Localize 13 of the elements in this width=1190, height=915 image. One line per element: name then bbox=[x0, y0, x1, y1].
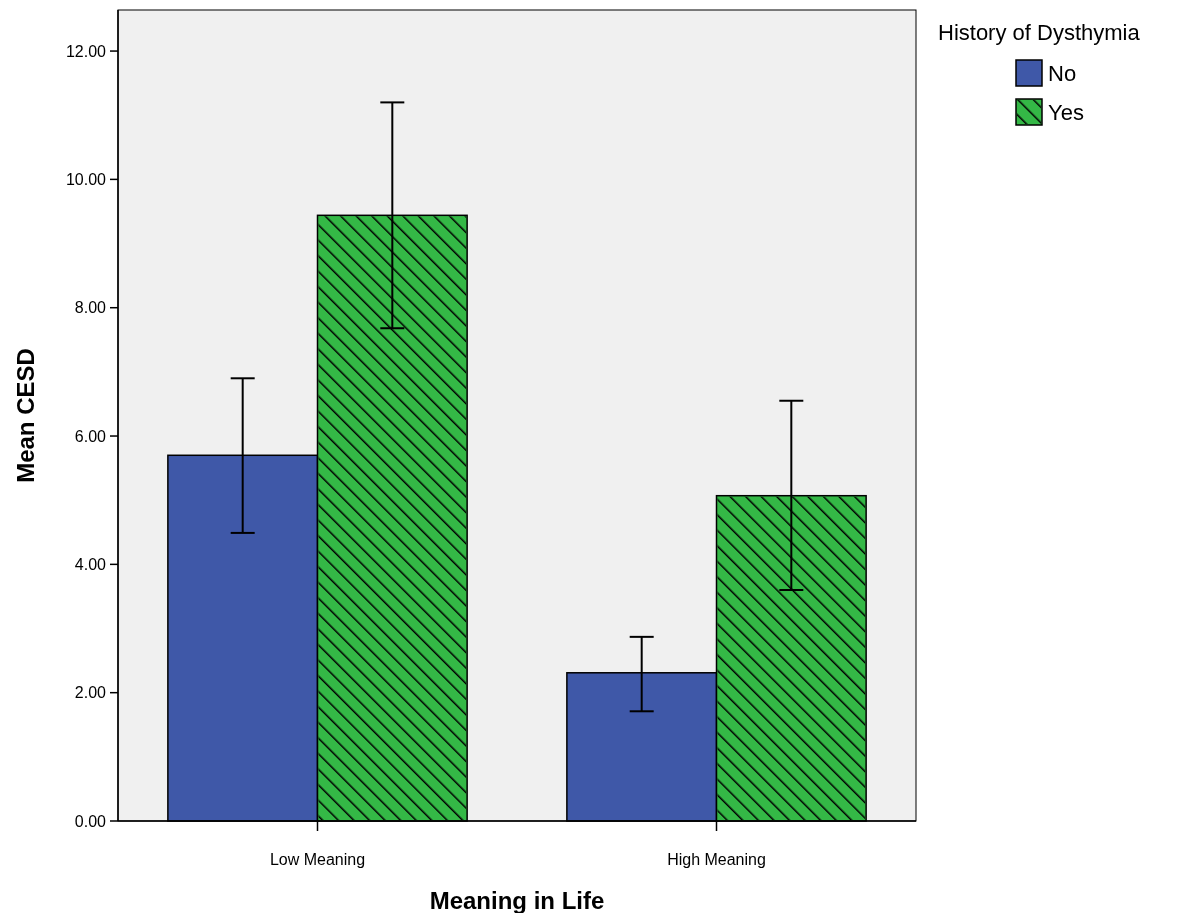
legend-title: History of Dysthymia bbox=[938, 20, 1141, 45]
y-axis-title: Mean CESD bbox=[12, 348, 39, 483]
legend-label: Yes bbox=[1048, 100, 1084, 125]
y-tick-label: 12.00 bbox=[65, 42, 107, 60]
legend-label: No bbox=[1048, 61, 1077, 86]
y-tick-label: 0.00 bbox=[74, 812, 107, 830]
y-tick-label: 8.00 bbox=[74, 299, 107, 317]
y-tick-label: 2.00 bbox=[74, 684, 107, 702]
x-tick-label: High Meaning bbox=[667, 851, 766, 868]
y-tick-label: 4.00 bbox=[74, 555, 107, 573]
x-tick-label: Low Meaning bbox=[269, 851, 366, 868]
y-tick-label: 6.00 bbox=[74, 427, 107, 445]
y-tick-label: 10.00 bbox=[65, 170, 107, 188]
